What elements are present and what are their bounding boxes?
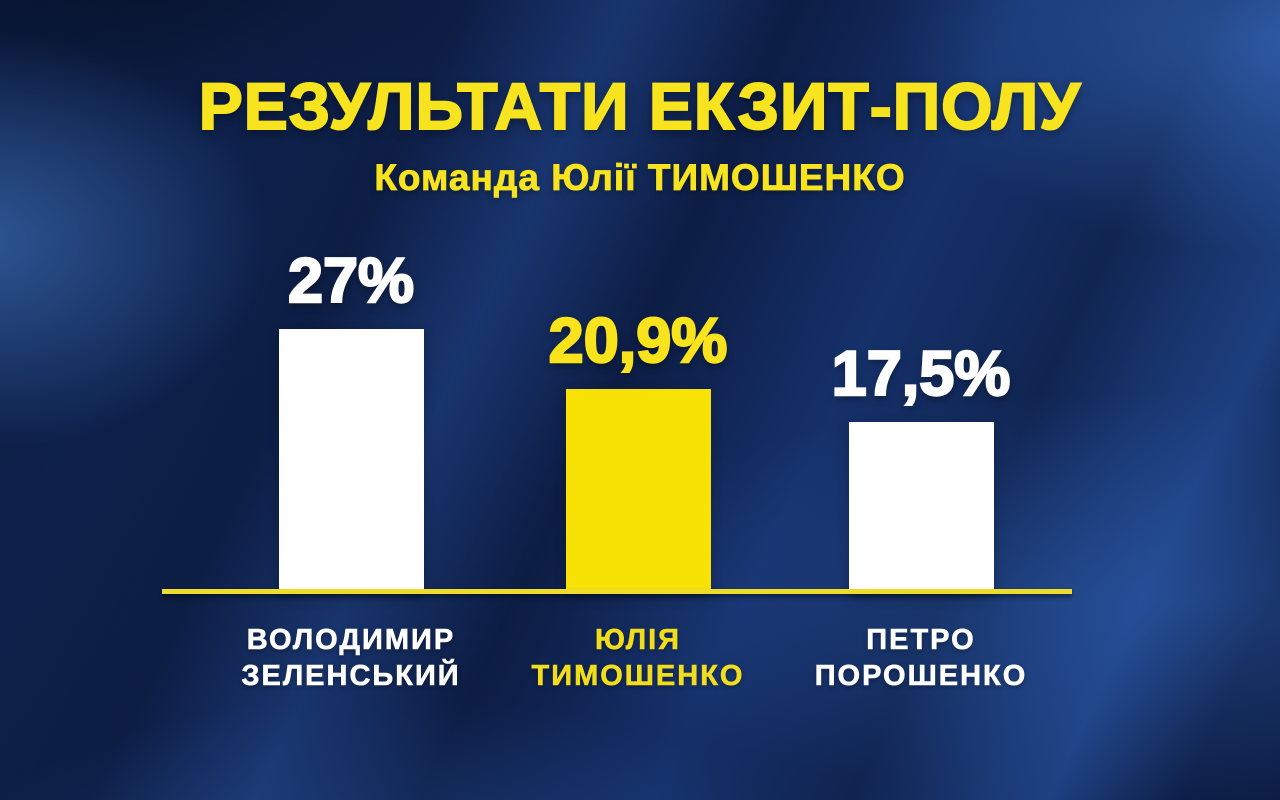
bar-category-label: ЮЛІЯ ТИМОШЕНКО [468,622,808,694]
bar [848,422,994,594]
bar-value: 27% [287,246,415,316]
bar-category-label-line: ВОЛОДИМИР [246,624,456,657]
bar-category-label: ВОЛОДИМИР ЗЕЛЕНСЬКИЙ [181,622,521,694]
bar-category-label-line: ТИМОШЕНКО [531,660,745,693]
chart-baseline [162,589,1072,594]
page-title: РЕЗУЛЬТАТИ ЕКЗИТ-ПОЛУ [198,69,1082,143]
bar-value: 17,5% [830,339,1011,409]
bar [565,389,711,594]
bar-category-label: ПЕТРО ПОРОШЕНКО [751,622,1091,694]
bar-category-label-line: ЮЛІЯ [594,624,682,657]
bar-value: 20,9% [547,306,728,376]
page-subtitle: Команда Юлії ТИМОШЕНКО [374,157,906,199]
bar [278,329,424,594]
bar-category-label-line: ЗЕЛЕНСЬКИЙ [241,660,461,693]
bar-category-label-line: ПОРОШЕНКО [814,660,1028,693]
bar-category-label-line: ПЕТРО [866,624,976,657]
